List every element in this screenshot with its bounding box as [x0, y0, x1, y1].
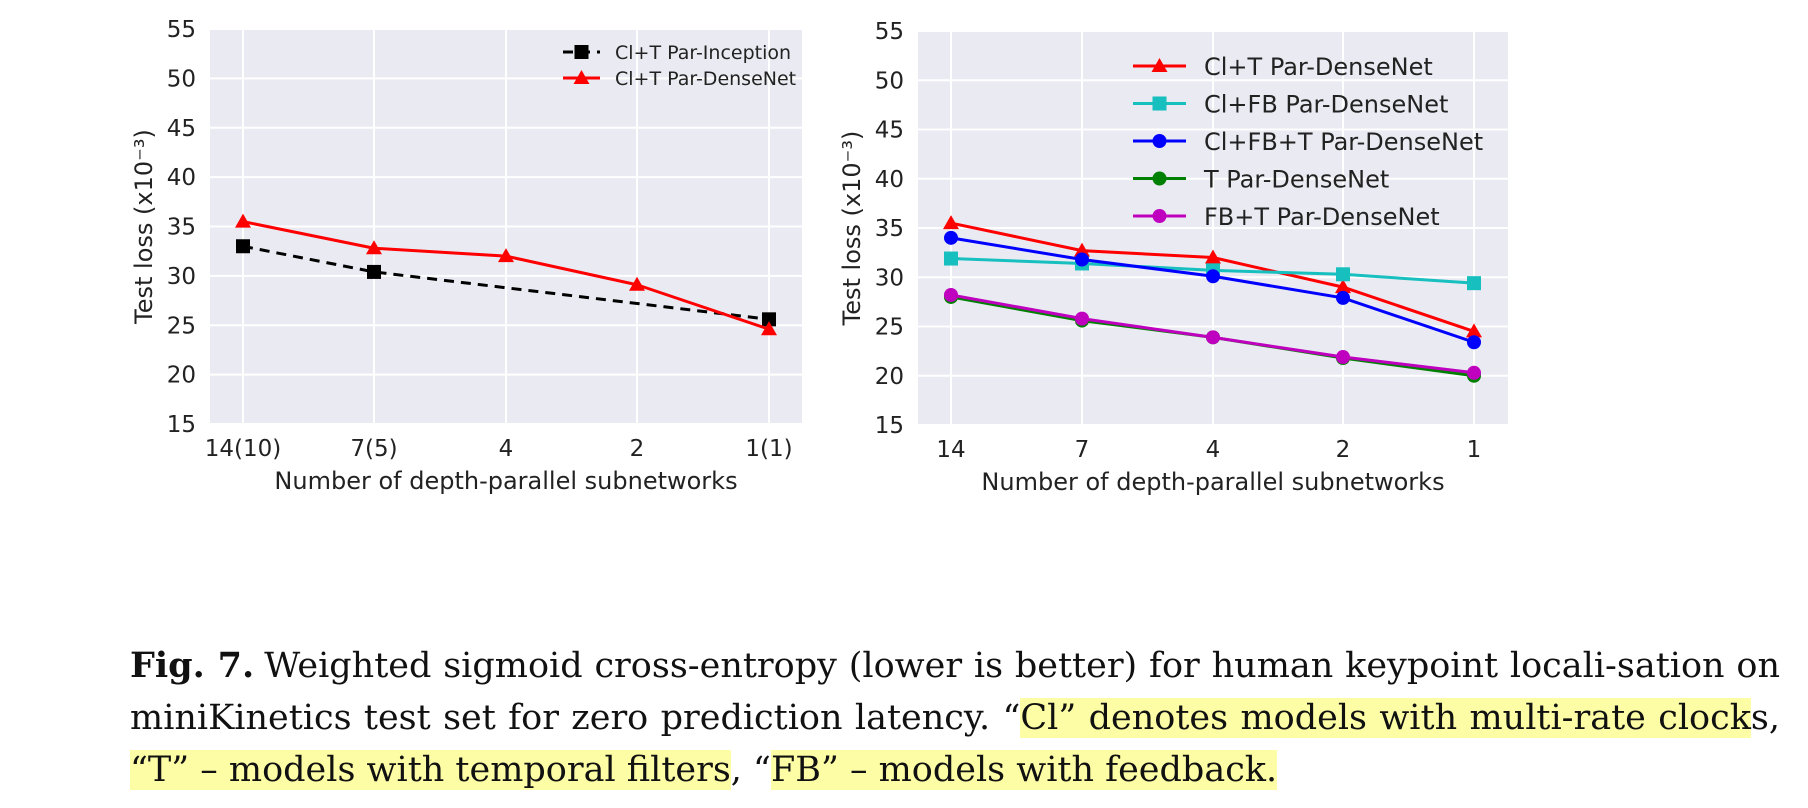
y-tick-label: 50: [167, 66, 196, 92]
legend: Cl+T Par-Inception Cl+T Par-DenseNet: [563, 42, 796, 90]
data-point: [762, 312, 776, 327]
chart-1: 15 20 25 30 35 40 45 50 55 14(10) 7(5) 4 2 1(1) Number…: [130, 17, 802, 495]
legend-marker: [1152, 134, 1167, 148]
series-cl-fb-t-par-densenet: [944, 230, 1481, 350]
x-tick-label: 4: [499, 436, 514, 462]
y-tick-label: 30: [875, 265, 904, 291]
x-tick-label: 4: [1206, 437, 1221, 463]
legend-marker: [1152, 171, 1167, 186]
data-point: [1075, 252, 1089, 267]
x-tick-label: 7: [1075, 437, 1090, 463]
y-tick-label: 40: [875, 167, 904, 193]
x-axis-label: Number of depth-parallel subnetworks: [981, 468, 1444, 496]
legend-label: T Par-DenseNet: [1203, 166, 1389, 194]
data-point: [236, 239, 250, 254]
x-tick-label: 2: [630, 436, 645, 462]
y-axis-label: Test loss (x10⁻³): [838, 131, 866, 327]
y-tick-label: 25: [875, 315, 904, 341]
legend-marker: [574, 45, 589, 59]
caption-highlight-cl: Cl” denotes models with multi-rate clock: [1020, 698, 1751, 738]
legend: Cl+T Par-DenseNet Cl+FB Par-DenseNet Cl+FB…: [1133, 53, 1483, 231]
x-tick-label: 14: [936, 437, 965, 463]
data-point: [498, 248, 514, 263]
caption-text: Weighted sigmoid cross-entropy (lower is…: [130, 646, 1780, 738]
caption-highlight-fb: FB” – models with feedback.: [770, 750, 1278, 790]
data-point: [944, 287, 958, 302]
data-point: [943, 215, 959, 230]
data-point: [1075, 311, 1089, 326]
y-tick-label: 35: [875, 216, 904, 242]
series-line: [242, 244, 770, 321]
y-tick-label: 45: [875, 118, 904, 144]
data-point: [1467, 276, 1481, 291]
y-tick-label: 55: [167, 17, 196, 43]
legend-label: Cl+FB+T Par-DenseNet: [1204, 128, 1483, 156]
legend-marker: [1152, 209, 1167, 223]
y-tick-label: 15: [875, 413, 904, 439]
caption-highlight-t: “T” – models with temporal filters: [130, 750, 731, 790]
data-point: [1074, 242, 1090, 257]
data-point: [1335, 279, 1351, 294]
y-tick-label: 15: [167, 412, 196, 438]
y-axis-label: Test loss (x10⁻³): [130, 129, 158, 325]
data-point: [1336, 267, 1350, 282]
data-point: [235, 213, 251, 228]
x-tick-label: 2: [1336, 437, 1351, 463]
caption-text-2: s,: [1750, 698, 1780, 738]
data-point: [1336, 350, 1350, 365]
data-point: [1467, 365, 1481, 380]
legend-label: Cl+FB Par-DenseNet: [1204, 91, 1448, 119]
series-cl-t-par-densenet: [943, 215, 1482, 338]
y-tick-label: 25: [167, 313, 196, 339]
y-tick-label: 35: [167, 215, 196, 241]
y-tick-label: 20: [167, 363, 196, 389]
data-point: [944, 230, 958, 245]
chart-2: 15 20 25 30 35 40 45 50 55 14 7 4 2 1 Number of depth-…: [838, 19, 1508, 496]
legend-marker: [1152, 96, 1167, 111]
x-tick-label: 1(1): [745, 436, 792, 462]
y-tick-label: 30: [167, 264, 196, 290]
y-tick-label: 50: [875, 68, 904, 94]
data-point: [761, 321, 777, 336]
figure-caption: Fig. 7. Weighted sigmoid cross-entropy (l…: [130, 640, 1780, 796]
x-axis-label: Number of depth-parallel subnetworks: [274, 467, 737, 495]
legend-marker: [573, 70, 590, 84]
caption-text-3: , “: [730, 750, 771, 790]
series-fb-t-par-densenet: [944, 287, 1481, 380]
legend-label: Cl+T Par-DenseNet: [1204, 53, 1433, 81]
y-tick-label: 20: [875, 364, 904, 390]
x-tick-label: 1: [1467, 437, 1482, 463]
data-point: [944, 251, 958, 266]
series-cl-t-par-inception: [236, 239, 776, 327]
figure-svg: 15 20 25 30 35 40 45 50 55 14(10) 7(5) 4 2 1(1) Number…: [130, 17, 1508, 496]
data-point: [1206, 330, 1220, 345]
series-cl-t-par-densenet: [235, 213, 777, 336]
data-point: [1205, 249, 1221, 264]
caption-label: Fig. 7.: [130, 645, 255, 686]
data-point: [1336, 290, 1350, 305]
legend-label: Cl+T Par-DenseNet: [615, 68, 796, 90]
x-tick-label: 7(5): [350, 436, 397, 462]
data-point: [367, 264, 381, 279]
data-point: [1466, 323, 1482, 338]
y-tick-label: 55: [875, 19, 904, 45]
x-tick-label: 14(10): [205, 436, 281, 462]
data-point: [629, 276, 645, 291]
data-point: [1206, 269, 1220, 284]
data-point: [366, 240, 382, 255]
data-point: [1467, 335, 1481, 350]
legend-label: FB+T Par-DenseNet: [1204, 203, 1440, 231]
y-tick-label: 40: [167, 165, 196, 191]
legend-marker: [1151, 58, 1168, 72]
legend-label: Cl+T Par-Inception: [615, 42, 791, 64]
y-tick-label: 45: [167, 116, 196, 142]
